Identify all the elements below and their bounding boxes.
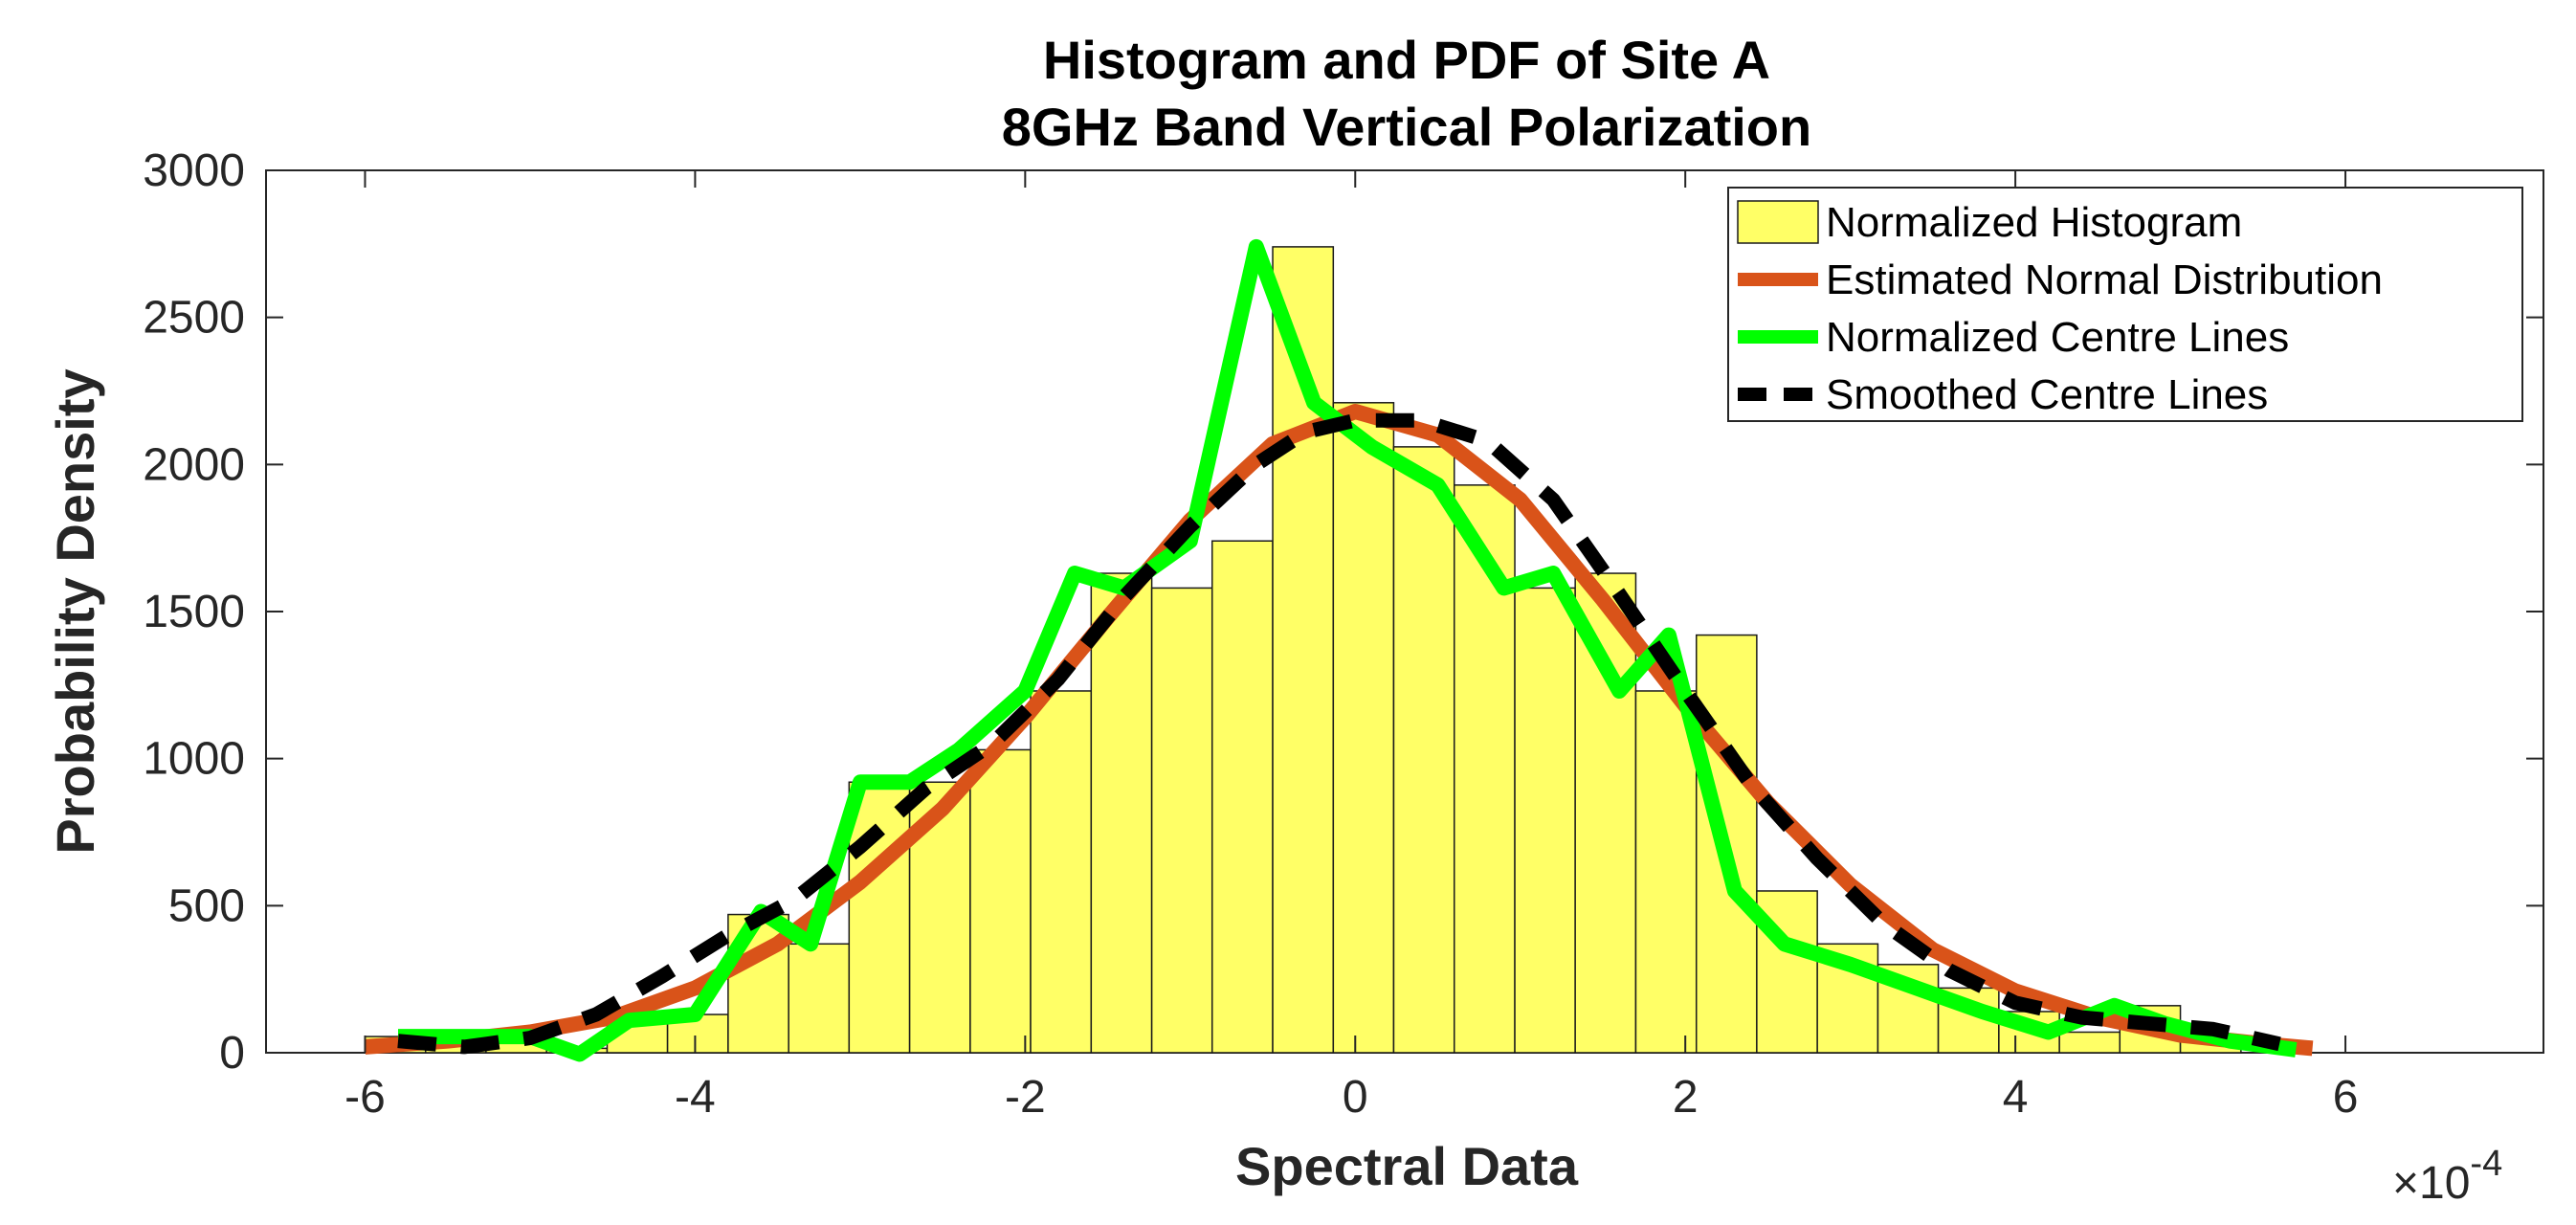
histogram-bar — [1210, 540, 1274, 1054]
x-axis-label: Spectral Data — [1235, 1136, 1579, 1196]
y-tick-label: 1500 — [143, 587, 245, 637]
x-axis-exponent: ×10-4 — [2392, 1144, 2502, 1209]
legend-label: Normalized Centre Lines — [1826, 314, 2289, 361]
legend-label: Estimated Normal Distribution — [1826, 256, 2383, 303]
y-tick-label: 2500 — [143, 293, 245, 344]
histogram-bar — [1030, 690, 1093, 1054]
histogram-bar — [1150, 587, 1213, 1054]
histogram-bar — [1574, 572, 1637, 1054]
chart-title-line-2: 8GHz Band Vertical Polarization — [1002, 97, 1811, 157]
x-tick-label: 4 — [2003, 1072, 2029, 1123]
legend-swatch-histogram — [1737, 200, 1819, 244]
y-tick-label: 1000 — [143, 734, 245, 785]
histogram-bar — [1332, 402, 1395, 1054]
histogram-bar — [969, 748, 1032, 1054]
legend-label: Smoothed Centre Lines — [1826, 371, 2268, 418]
y-tick-label: 0 — [219, 1028, 245, 1079]
histogram-bar — [1514, 587, 1576, 1054]
x-tick-label: -2 — [1005, 1072, 1046, 1123]
legend-label: Normalized Histogram — [1826, 199, 2242, 246]
y-axis-label: Probability Density — [45, 368, 105, 854]
x-tick-label: -6 — [344, 1072, 386, 1123]
x-tick-label: -4 — [675, 1072, 716, 1123]
histogram-bar — [1392, 446, 1455, 1054]
histogram-bar — [848, 781, 911, 1054]
x-tick-label: 2 — [1673, 1072, 1699, 1123]
histogram-bar — [1090, 572, 1153, 1054]
legend-box — [1727, 187, 2523, 422]
estimated-normal-distribution-line — [364, 404, 2314, 1057]
curves — [364, 238, 2314, 1062]
histogram-bar — [788, 943, 851, 1054]
x-axis-exponent-base: ×10 — [2392, 1158, 2470, 1209]
y-tick-label: 500 — [168, 880, 245, 931]
y-tick-label: 2000 — [143, 439, 245, 490]
x-axis-exponent-power: -4 — [2470, 1144, 2502, 1184]
normalized-centre-lines-line — [398, 238, 2298, 1062]
histogram-bar — [1634, 690, 1698, 1054]
smoothed-centre-lines-line — [397, 412, 2281, 1055]
x-tick-label: 6 — [2333, 1072, 2359, 1123]
y-tick-label: 3000 — [143, 145, 245, 196]
x-tick-label: 0 — [1343, 1072, 1368, 1123]
histogram-bar — [2058, 1031, 2121, 1054]
axes: -6 -4 -2 0 2 4 6 0 500 1000 1500 2000 2500 3000 — [143, 145, 2543, 1123]
legend: Normalized Histogram Estimated Normal Dis… — [1727, 187, 2523, 422]
chart-title-line-1: Histogram and PDF of Site A — [1043, 30, 1770, 90]
